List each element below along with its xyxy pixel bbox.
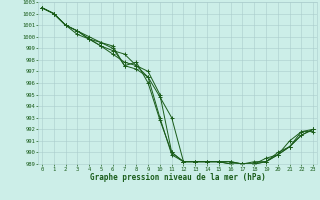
X-axis label: Graphe pression niveau de la mer (hPa): Graphe pression niveau de la mer (hPa) bbox=[90, 173, 266, 182]
